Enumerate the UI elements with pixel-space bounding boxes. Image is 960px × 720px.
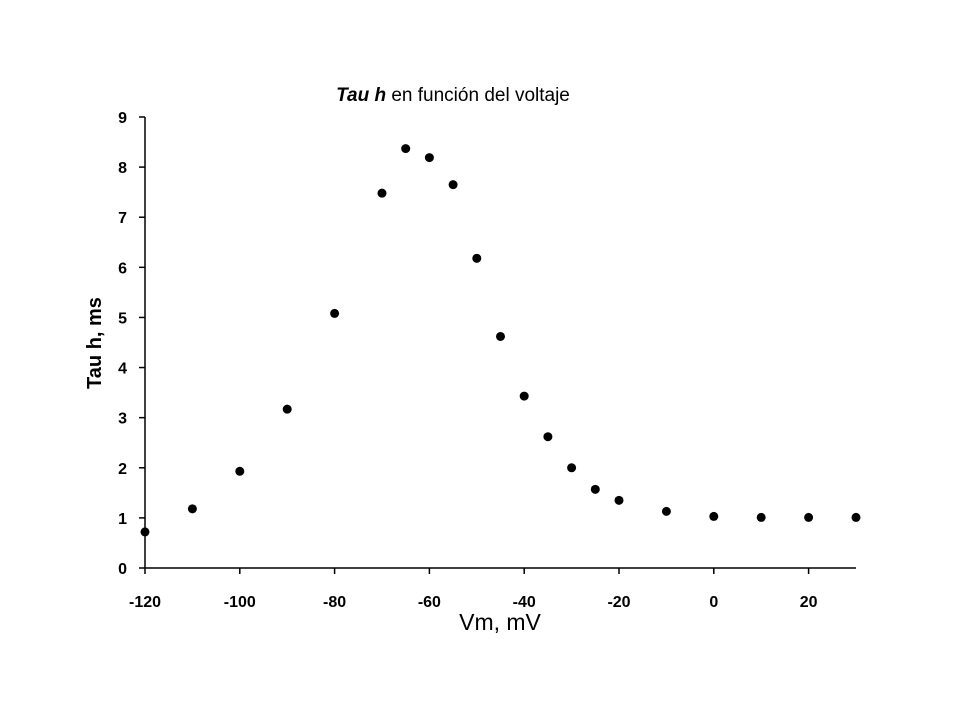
y-axis-label: Tau h, ms: [84, 297, 106, 389]
chart-title-emphasis: Tau h: [336, 85, 386, 106]
y-tick-label: 1: [118, 511, 127, 528]
data-point: [140, 527, 150, 537]
y-tick-label: 4: [118, 361, 127, 378]
x-tick-label: -100: [224, 594, 256, 611]
data-point: [472, 253, 482, 263]
y-tick-label: 8: [118, 160, 127, 177]
y-tick-label: 3: [118, 411, 127, 428]
data-point: [543, 432, 553, 442]
data-point: [282, 404, 292, 414]
x-tick-label: 0: [709, 594, 718, 611]
data-point: [614, 495, 624, 505]
y-tick-label: 0: [118, 561, 127, 578]
axes: [144, 117, 856, 569]
data-point: [567, 463, 577, 473]
x-tick-label: -20: [607, 594, 630, 611]
axis-ticks: -120 -100 -80 -60 -40 -20 0 20 0 1 2 3 4 5 6 7 8 9: [118, 110, 818, 611]
data-points: [140, 144, 861, 537]
data-point: [401, 144, 411, 154]
data-point: [187, 504, 197, 514]
y-tick-label: 2: [118, 461, 127, 478]
chart-title: Tau h en función del voltaje: [336, 85, 570, 106]
data-point: [377, 188, 387, 198]
data-point: [448, 180, 458, 190]
x-tick-label: -60: [418, 594, 441, 611]
chart-title-rest: en función del voltaje: [386, 85, 570, 106]
data-point: [804, 512, 814, 522]
y-tick-label: 7: [118, 210, 127, 227]
data-point: [590, 484, 600, 494]
data-point: [424, 153, 434, 163]
x-tick-label: -40: [513, 594, 536, 611]
x-tick-label: 20: [800, 594, 818, 611]
y-tick-label: 6: [118, 260, 127, 277]
data-point: [709, 511, 719, 521]
x-tick-label: -120: [129, 594, 161, 611]
y-tick-label: 5: [118, 310, 127, 327]
data-point: [519, 391, 529, 401]
x-tick-label: -80: [323, 594, 346, 611]
data-point: [851, 512, 861, 522]
data-point: [661, 506, 671, 516]
data-point: [235, 466, 245, 476]
x-axis-label: Vm, mV: [459, 609, 541, 635]
data-point: [496, 331, 505, 341]
y-tick-label: 9: [118, 110, 127, 127]
data-point: [330, 308, 340, 318]
data-point: [756, 512, 766, 522]
